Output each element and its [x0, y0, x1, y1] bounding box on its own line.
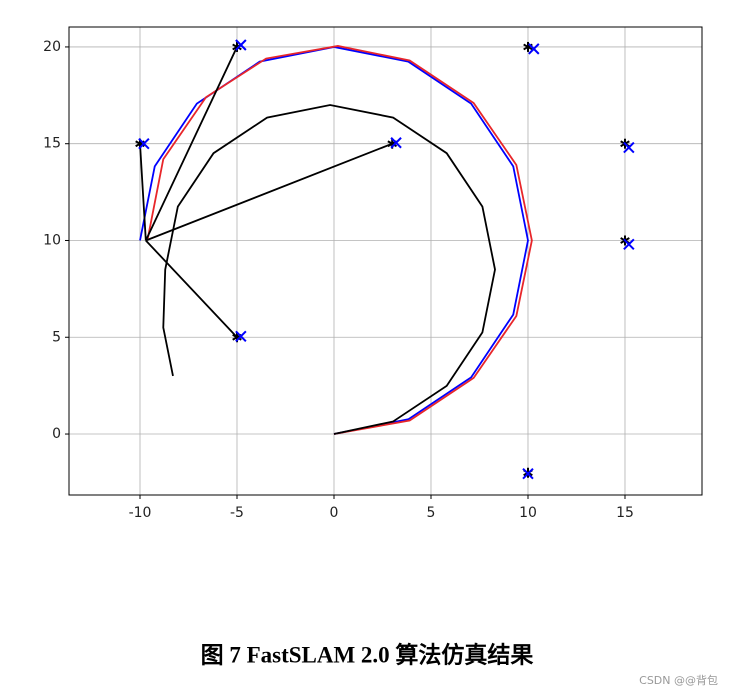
- series-line: [162, 104, 496, 435]
- series-line: [139, 46, 393, 338]
- x-tick-label: -5: [230, 505, 244, 521]
- caption: 图 7 FastSLAM 2.0 算法仿真结果: [201, 641, 534, 667]
- estimated-landmark: [522, 468, 534, 480]
- estimated-landmark: [528, 43, 540, 55]
- y-tick-label: 20: [43, 39, 61, 55]
- estimated-landmark: [623, 141, 635, 154]
- marker-stroke: [390, 137, 402, 149]
- series-line: [139, 46, 529, 435]
- marker-stroke: [623, 141, 635, 154]
- estimated-landmark: [235, 39, 247, 51]
- marker-stroke: [522, 468, 534, 480]
- x-tick-label: 5: [427, 505, 436, 521]
- marker-stroke: [235, 330, 247, 342]
- y-tick-label: 5: [52, 329, 61, 345]
- estimated-landmark: [138, 138, 150, 150]
- plot-frame: [68, 26, 703, 496]
- estimated-landmark: [235, 330, 247, 342]
- x-tick-label: 10: [519, 505, 537, 521]
- series-line: [146, 45, 533, 435]
- y-tick-label: 10: [43, 232, 61, 248]
- estimated-landmark: [390, 137, 402, 149]
- x-tick-label: -10: [129, 505, 152, 521]
- marker-stroke: [528, 43, 540, 55]
- marker-stroke: [623, 238, 635, 251]
- y-tick-label: 15: [43, 136, 61, 152]
- x-tick-label: 0: [330, 505, 339, 521]
- marker-stroke: [138, 138, 150, 150]
- x-tick-label: 15: [616, 505, 634, 521]
- estimated-landmark: [623, 238, 635, 251]
- watermark: CSDN @@背包: [639, 673, 718, 687]
- marker-stroke: [235, 39, 247, 51]
- y-tick-label: 0: [52, 426, 61, 442]
